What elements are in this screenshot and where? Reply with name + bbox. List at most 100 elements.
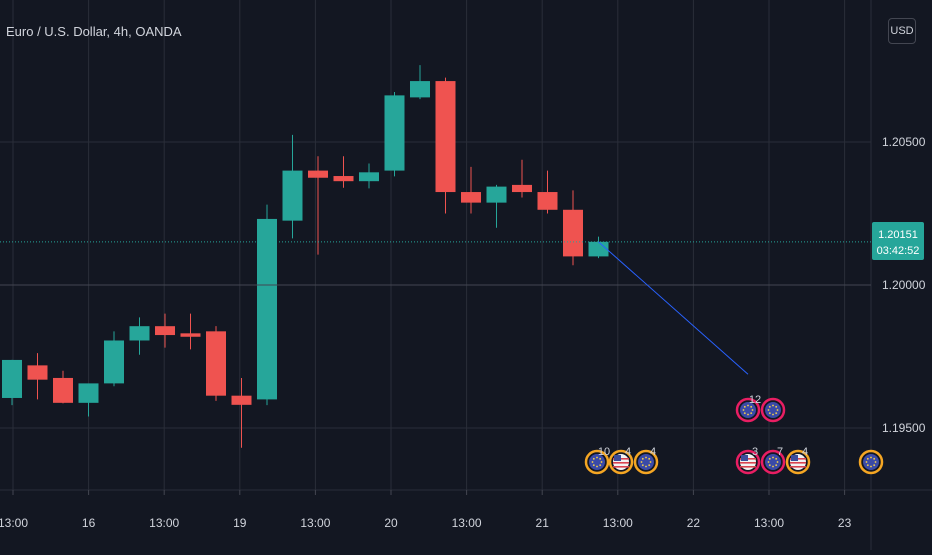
bar-countdown: 03:42:52 [876,245,920,257]
candle [435,77,456,214]
eu-star [870,456,872,459]
event-marker-eu-flag-icon[interactable] [760,397,786,423]
us-stripe [790,462,806,464]
eu-star [772,456,774,459]
candle-body [282,170,303,221]
eu-star [776,409,779,411]
candle [563,190,583,266]
eu-star [743,412,746,415]
eu-star [750,405,753,408]
candle [129,317,150,355]
candle-body [53,377,73,403]
candle [282,134,303,239]
eu-star [641,464,644,467]
eu-flag-icon [765,454,781,470]
us-stripe [613,466,629,468]
eu-star [648,464,651,467]
eu-star [768,464,771,467]
candle-body [206,331,226,396]
marker-count-label: 7 [777,446,783,458]
candle-body [257,218,277,400]
eu-star [742,409,745,411]
eu-star [768,405,771,408]
us-stripe [740,466,756,468]
candle [537,170,558,214]
eu-star [599,457,602,460]
current-price-tag: 1.20151 03:42:52 [872,222,924,260]
symbol-title[interactable]: Euro / U.S. Dollar, 4h, OANDA [6,24,182,39]
eu-star [866,464,869,467]
marker-count-label: 4 [650,446,656,458]
event-markers: 10 4 4 12 3 7 4 [584,394,884,475]
candle-body [512,184,532,193]
event-marker-us-flag-icon[interactable]: 3 [735,446,761,475]
current-price-value: 1.20151 [878,229,918,241]
time-tick-label: 23 [838,516,852,530]
price-axis: 1.20500 1.20000 1.19500 [882,135,926,435]
eu-star [645,456,647,459]
candle-body [588,241,609,257]
us-canton [614,455,621,461]
event-marker-eu-flag-icon[interactable] [858,449,884,475]
candle-body [359,172,379,182]
candle [333,156,354,188]
eu-star [772,404,774,407]
eu-star [776,461,779,463]
candle-body [129,326,150,341]
eu-star [743,405,746,408]
us-stripe [613,462,629,464]
event-marker-us-flag-icon[interactable]: 4 [608,446,634,475]
overlays [0,241,871,375]
candle [180,313,201,350]
price-tick-label: 1.19500 [882,421,926,435]
marker-count-label: 4 [802,446,808,458]
event-marker-eu-flag-icon[interactable]: 10 [584,446,610,475]
eu-star [600,461,603,463]
candle [53,370,73,404]
event-marker-us-flag-icon[interactable]: 4 [785,446,811,475]
time-tick-label: 13:00 [149,516,179,530]
candle [78,383,99,417]
eu-flag-icon [589,454,605,470]
candle [359,163,379,189]
candle-body [78,383,99,403]
eu-star [772,465,774,468]
candle-body [155,326,175,336]
eu-star [750,412,753,415]
eu-star [775,412,778,415]
us-canton [741,455,748,461]
candle-body [27,365,48,380]
eu-star [747,413,749,416]
candle [461,166,481,214]
eu-star [645,465,647,468]
marker-count-label: 12 [749,394,761,406]
time-tick-label: 13:00 [754,516,784,530]
marker-count-label: 3 [752,446,758,458]
currency-button[interactable]: USD [888,18,916,44]
eu-flag-icon [765,402,781,418]
eu-star [775,464,778,467]
event-marker-eu-flag-icon[interactable]: 4 [633,446,659,475]
event-marker-eu-flag-icon[interactable]: 12 [735,394,761,423]
eu-star [866,457,869,460]
eu-star [747,404,749,407]
eu-star [870,465,872,468]
event-marker-eu-flag-icon[interactable]: 7 [760,446,786,475]
eu-star [874,461,877,463]
eu-star [751,409,754,411]
eu-star [772,413,774,416]
candle [206,326,226,401]
candle [104,331,124,387]
candle-body [410,81,430,98]
time-tick-label: 22 [687,516,701,530]
time-tick-label: 20 [384,516,398,530]
eu-star [648,457,651,460]
time-tick-label: 13:00 [452,516,482,530]
us-canton [791,455,798,461]
eu-star [865,461,868,463]
candle [588,236,609,259]
candle [27,353,48,400]
candle-body [231,395,252,405]
